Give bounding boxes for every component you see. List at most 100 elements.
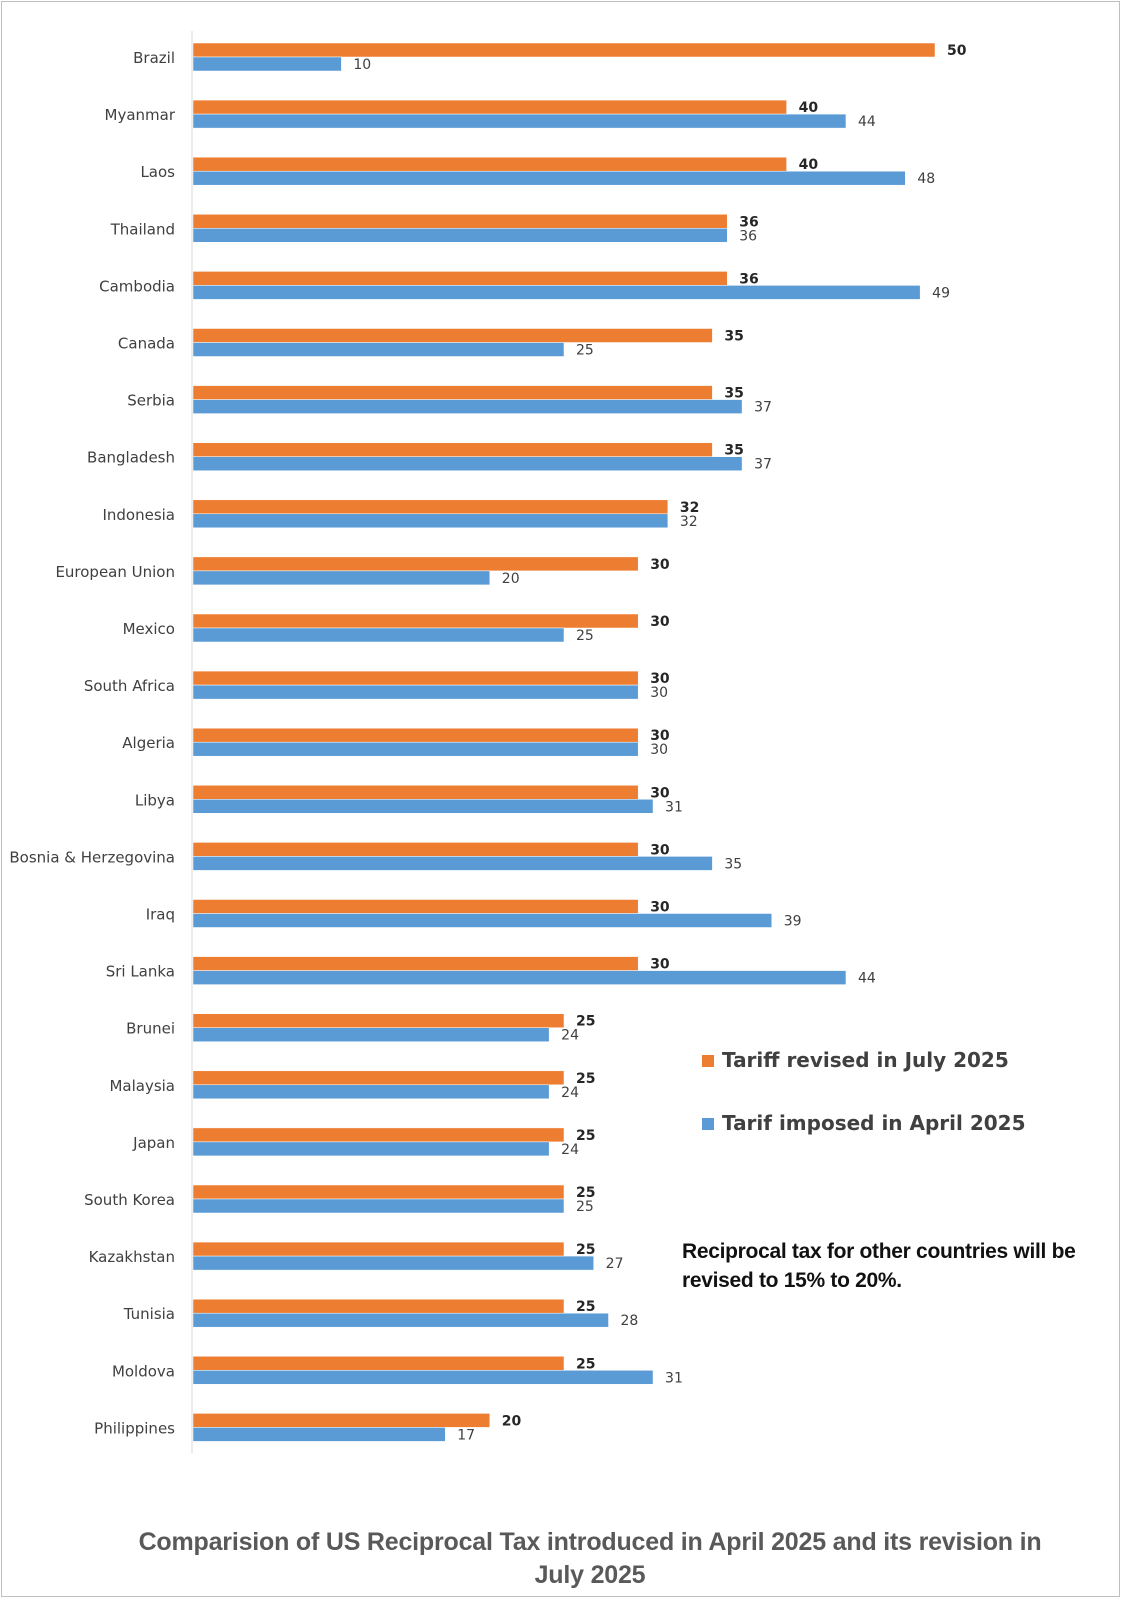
data-label-april: 44	[858, 971, 876, 987]
bar-tariff-april	[192, 1312, 609, 1328]
category-label: Iraq	[146, 906, 175, 924]
bar-tariff-april	[192, 1027, 550, 1042]
bar-tariff-april	[192, 1198, 565, 1214]
chart-title: Comparision of US Reciprocal Tax introdu…	[138, 1528, 1042, 1589]
bar-tariff-july	[192, 842, 639, 857]
data-label-april: 17	[457, 1427, 475, 1443]
data-label-july: 36	[739, 214, 758, 230]
bar-tariff-april	[192, 1141, 550, 1157]
data-label-july: 30	[650, 671, 670, 687]
data-label-july: 25	[576, 1014, 595, 1030]
bar-tariff-july	[192, 727, 639, 743]
category-label: Moldova	[112, 1362, 175, 1380]
category-label: Japan	[132, 1134, 175, 1152]
data-label-july: 30	[650, 785, 670, 801]
data-label-april: 24	[561, 1142, 579, 1158]
category-label: Bosnia & Herzegovina	[9, 848, 175, 866]
data-label-july: 30	[650, 842, 670, 858]
data-label-april: 48	[917, 171, 935, 187]
data-label-april: 25	[576, 343, 594, 359]
data-label-april: 30	[650, 685, 668, 701]
bar-tariff-april	[192, 570, 491, 586]
bar-tariff-july	[192, 956, 639, 971]
data-label-april: 44	[858, 114, 876, 130]
bar-tariff-april	[192, 1427, 446, 1442]
data-label-july: 20	[502, 1413, 522, 1429]
bar-tariff-april	[192, 1370, 654, 1385]
data-label-july: 30	[650, 614, 670, 630]
category-label: Algeria	[122, 734, 175, 752]
bar-tariff-april	[192, 741, 639, 757]
bar-tariff-july	[192, 271, 728, 286]
category-label: Canada	[118, 335, 175, 353]
data-label-april: 49	[932, 285, 950, 301]
data-label-april: 10	[353, 57, 371, 73]
bar-tariff-april	[192, 627, 565, 643]
data-label-july: 50	[947, 43, 967, 59]
data-label-april: 37	[754, 400, 772, 416]
bar-tariff-july	[192, 1298, 565, 1314]
bar-tariff-july	[192, 385, 713, 400]
category-label: Tunisia	[123, 1305, 175, 1323]
category-label: Mexico	[123, 620, 175, 638]
bar-tariff-april	[192, 970, 847, 985]
category-label: South Korea	[84, 1191, 175, 1209]
data-label-july: 32	[680, 500, 699, 516]
data-label-july: 40	[799, 100, 819, 116]
category-label: Libya	[135, 791, 175, 809]
bar-tariff-july	[192, 1127, 565, 1143]
bar-tariff-april	[192, 170, 906, 186]
data-label-july: 25	[576, 1356, 595, 1372]
data-label-april: 32	[680, 514, 698, 530]
bar-tariff-july	[192, 442, 713, 457]
bar-tariff-july	[192, 670, 639, 686]
bar-tariff-april	[192, 799, 654, 814]
bar-tariff-july	[192, 214, 728, 229]
data-label-april: 37	[754, 457, 772, 473]
category-label: Brunei	[126, 1020, 175, 1038]
legend-entry: Tarif imposed in April 2025	[722, 1111, 1026, 1135]
category-label: South Africa	[84, 677, 175, 695]
category-label: Myanmar	[105, 106, 176, 124]
bar-tariff-april	[192, 399, 743, 414]
category-label: Sri Lanka	[106, 963, 175, 981]
bar-tariff-july	[192, 613, 639, 629]
bar-tariff-july	[192, 1013, 565, 1028]
category-label: Malaysia	[109, 1077, 175, 1095]
data-label-april: 27	[606, 1256, 624, 1272]
bar-tariff-april	[192, 228, 728, 243]
category-label: Philippines	[94, 1419, 175, 1437]
category-label: Laos	[140, 163, 175, 181]
category-label: Cambodia	[99, 277, 175, 295]
category-label: European Union	[55, 563, 175, 581]
data-label-july: 35	[724, 329, 743, 345]
legend-entry: Tariff revised in July 2025	[722, 1048, 1009, 1072]
data-label-july: 25	[576, 1128, 595, 1144]
data-label-july: 30	[650, 900, 670, 916]
data-label-july: 25	[576, 1071, 595, 1087]
bar-tariff-july	[192, 1356, 565, 1371]
data-label-july: 35	[724, 386, 743, 402]
bar-tariff-april	[192, 113, 847, 129]
legend-swatch	[702, 1118, 714, 1130]
data-label-april: 25	[576, 1199, 594, 1215]
data-label-july: 36	[739, 271, 758, 287]
data-label-april: 20	[502, 571, 520, 587]
bar-tariff-april	[192, 1255, 594, 1271]
bar-tariff-april	[192, 684, 639, 700]
bar-tariff-july	[192, 156, 787, 172]
data-label-july: 30	[650, 957, 670, 973]
bar-tariff-july	[192, 556, 639, 572]
data-label-july: 30	[650, 557, 670, 573]
data-label-april: 28	[621, 1313, 639, 1329]
data-label-april: 35	[724, 856, 742, 872]
bar-tariff-july	[192, 1413, 491, 1428]
data-label-july: 25	[576, 1185, 595, 1201]
bar-tariff-july	[192, 42, 936, 58]
data-label-april: 24	[561, 1085, 579, 1101]
bar-tariff-april	[192, 456, 743, 471]
bar-tariff-july	[192, 1241, 565, 1257]
bar-tariff-april	[192, 1084, 550, 1100]
bar-tariff-april	[192, 342, 565, 357]
